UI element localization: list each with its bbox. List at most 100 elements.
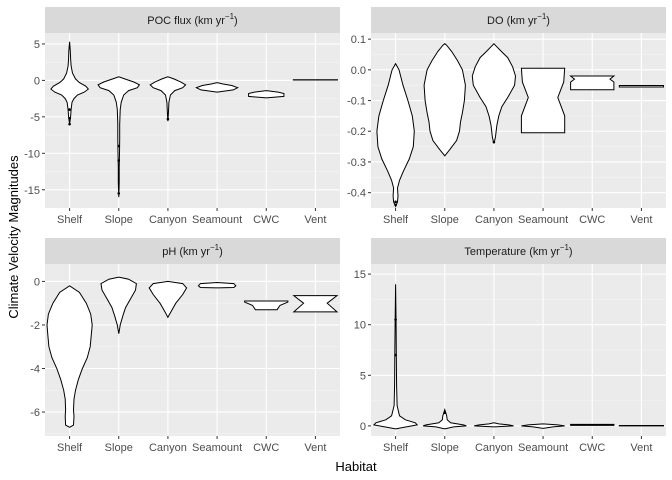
x-tick-label-seamount: Seamount — [192, 214, 242, 226]
x-tick-label-vent: Vent — [630, 442, 652, 454]
y-tick-label: -0.2 — [347, 126, 366, 138]
violin-cwc — [569, 75, 616, 91]
y-tick-label: -10 — [24, 148, 40, 160]
y-tick-label: 5 — [360, 370, 366, 382]
violin-canyon — [148, 280, 188, 319]
panel-background — [45, 264, 340, 436]
x-tick-label-cwc: CWC — [579, 214, 605, 226]
y-tick-label: -2 — [30, 320, 40, 332]
violin-cwc — [244, 300, 289, 311]
x-tick-label-slope: Slope — [431, 442, 459, 454]
x-tick-label-shelf: Shelf — [57, 214, 83, 226]
x-tick-label-canyon: Canyon — [475, 442, 513, 454]
violin-vent — [292, 295, 339, 313]
facet-strip — [371, 7, 666, 33]
x-tick-label-shelf: Shelf — [57, 442, 83, 454]
y-tick-label: -0.1 — [347, 96, 366, 108]
violin-cwc — [248, 90, 285, 99]
facet-title-superscript: −1 — [225, 12, 235, 21]
x-tick-label-slope: Slope — [105, 214, 133, 226]
x-tick-label-slope: Slope — [431, 214, 459, 226]
x-tick-label-cwc: CWC — [579, 442, 605, 454]
y-tick-label: 0.0 — [351, 65, 366, 77]
y-tick-label: 10 — [354, 320, 366, 332]
violin-shelf — [376, 62, 415, 208]
violin-shelf — [46, 285, 93, 428]
y-tick-label: 0 — [360, 421, 366, 433]
facet-title-do-km-yr: DO (km yr−1) — [487, 12, 550, 27]
facet-panel: pH (km yr−1) 0 -2 -4 -6 Shelf Slope Canyon Seamo… — [30, 238, 340, 454]
outlier-point — [68, 122, 71, 126]
outlier-point — [68, 108, 71, 111]
x-tick-label-canyon: Canyon — [149, 214, 187, 226]
x-tick-label-cwc: CWC — [253, 442, 279, 454]
x-tick-label-vent: Vent — [304, 214, 326, 226]
panel-background — [371, 33, 666, 208]
x-tick-label-vent: Vent — [304, 442, 326, 454]
y-tick-label: -6 — [30, 407, 40, 419]
x-tick-label-seamount: Seamount — [518, 442, 568, 454]
y-axis-title: Climate Velocity Magnitudes — [6, 155, 21, 319]
panel-background — [45, 33, 340, 208]
facet-title-superscript: −1 — [560, 243, 570, 252]
outlier-point — [394, 353, 397, 357]
facet-panel: Temperature (km yr−1) 15 10 5 0 Shelf Slope Can… — [354, 238, 666, 454]
facet-title-close: ) — [569, 246, 573, 258]
x-tick-label-shelf: Shelf — [383, 214, 409, 226]
outlier-point — [117, 144, 121, 148]
violin-seamount — [520, 67, 566, 134]
x-tick-label-vent: Vent — [630, 214, 652, 226]
x-tick-label-seamount: Seamount — [518, 214, 568, 226]
y-tick-label: 0 — [34, 75, 40, 87]
facet-title-ph-km-yr: pH (km yr−1) — [162, 243, 222, 258]
x-tick-label-canyon: Canyon — [149, 442, 187, 454]
facet-title-close: ) — [234, 15, 238, 27]
facet-title-poc-flux-km-yr: POC flux (km yr−1) — [147, 12, 237, 27]
y-tick-label: 0 — [34, 276, 40, 288]
facet-title-superscript: −1 — [537, 12, 547, 21]
violin-vent — [618, 85, 664, 88]
violin-seamount — [195, 82, 239, 93]
facet-strip — [45, 238, 340, 264]
violin-canyon — [149, 76, 187, 122]
facet-strip — [45, 7, 340, 33]
outlier-point — [117, 159, 121, 162]
x-tick-label-cwc: CWC — [253, 214, 279, 226]
violin-seamount — [521, 423, 565, 429]
outlier-point — [394, 203, 397, 207]
y-tick-label: -4 — [30, 364, 40, 376]
facet-title-superscript: −1 — [210, 243, 220, 252]
x-tick-label-seamount: Seamount — [192, 442, 242, 454]
facet-title-close: ) — [546, 15, 550, 27]
violin-shelf — [372, 284, 419, 430]
y-tick-label: -0.4 — [347, 188, 366, 200]
facet-strip — [371, 238, 666, 264]
violin-shelf — [50, 41, 90, 125]
violin-slope — [97, 76, 141, 198]
facet-panel: POC flux (km yr−1) 5 0 -5 -10 -15 Shelf Slope Ca… — [24, 7, 340, 226]
y-tick-label: 15 — [354, 269, 366, 281]
facet-title-text: DO (km yr — [487, 15, 537, 27]
violin-canyon — [471, 42, 517, 144]
x-tick-label-canyon: Canyon — [475, 214, 513, 226]
facet-title-text: POC flux (km yr — [147, 15, 225, 27]
y-tick-label: -15 — [24, 185, 40, 197]
x-tick-label-shelf: Shelf — [383, 442, 409, 454]
facet-title-close: ) — [219, 246, 223, 258]
violin-slope — [423, 43, 466, 157]
x-tick-label-slope: Slope — [105, 442, 133, 454]
violin-cwc — [570, 423, 615, 426]
violin-slope — [100, 276, 137, 334]
violin-slope — [422, 408, 467, 430]
y-tick-label: -5 — [30, 112, 40, 124]
outlier-point — [68, 117, 71, 120]
facet-panel: DO (km yr−1) 0.1 0.0 -0.1 -0.2 -0.3 -0.4 Shelf S… — [347, 7, 666, 226]
y-tick-label: 0.1 — [351, 34, 366, 46]
outlier-point — [394, 318, 397, 321]
outlier-point — [492, 140, 496, 144]
facet-title-temperature-km-yr: Temperature (km yr−1) — [464, 243, 572, 258]
outlier-point — [394, 200, 397, 204]
x-axis-title: Habitat — [335, 459, 377, 474]
